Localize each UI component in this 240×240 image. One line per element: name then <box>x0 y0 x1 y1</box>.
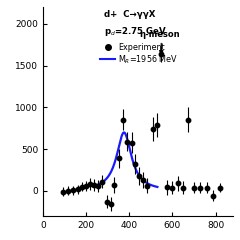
Text: d+  C→γγX: d+ C→γγX <box>104 10 155 19</box>
Legend: Experiment, M$_R$=1956 MeV: Experiment, M$_R$=1956 MeV <box>100 42 178 66</box>
Text: p$_d$=2.75 GeV: p$_d$=2.75 GeV <box>104 25 167 38</box>
Text: η-meson: η-meson <box>139 30 180 39</box>
